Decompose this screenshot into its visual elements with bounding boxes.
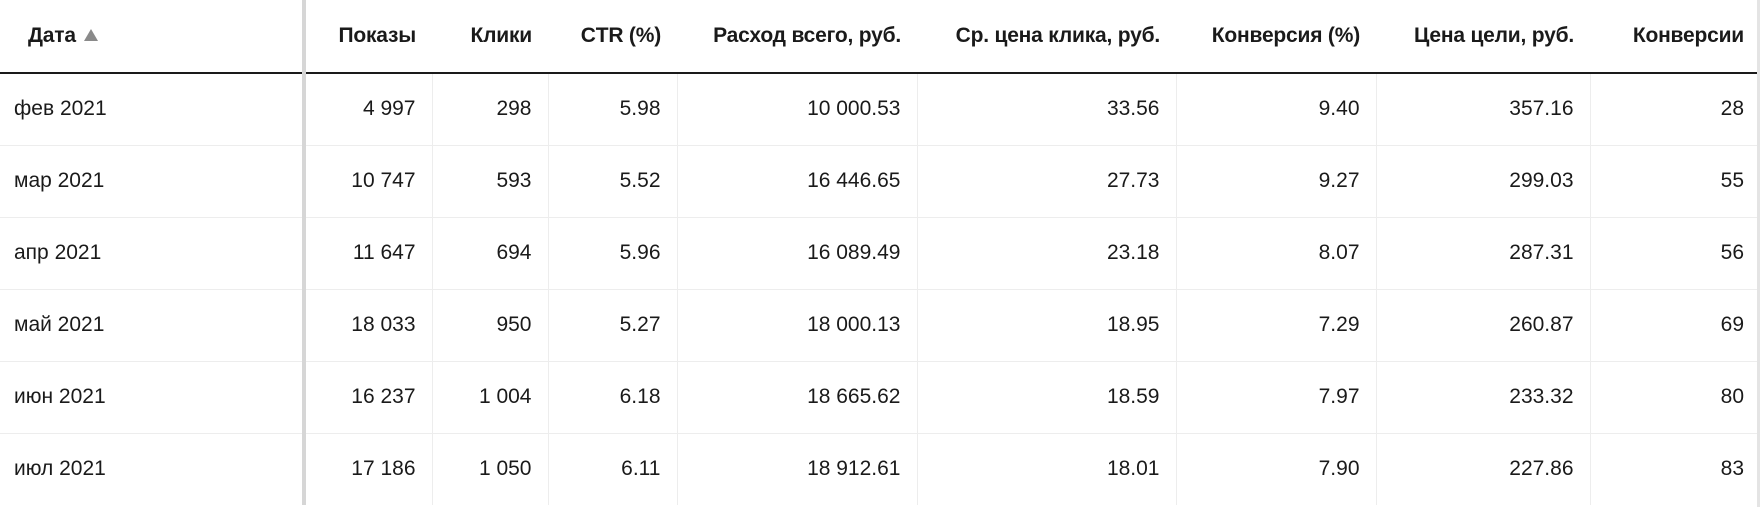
cell-date: май 2021 bbox=[0, 289, 306, 362]
cell-spend: 16 089.49 bbox=[676, 217, 917, 290]
cell-avg-cpc: 18.59 bbox=[916, 361, 1176, 434]
cell-impressions: 4 997 bbox=[303, 73, 432, 146]
table-row: май 2021 18 033 950 5.27 18 000.13 18.95… bbox=[0, 289, 1760, 362]
cell-ctr: 5.96 bbox=[547, 217, 677, 290]
cell-impressions: 11 647 bbox=[303, 217, 432, 290]
table-row: апр 2021 11 647 694 5.96 16 089.49 23.18… bbox=[0, 217, 1760, 290]
table-row: фев 2021 4 997 298 5.98 10 000.53 33.56 … bbox=[0, 73, 1760, 146]
cell-conversion-rate: 7.29 bbox=[1175, 289, 1376, 362]
cell-conversion-rate: 7.97 bbox=[1175, 361, 1376, 434]
cell-impressions: 16 237 bbox=[303, 361, 432, 434]
cell-cost-per-goal: 233.32 bbox=[1375, 361, 1590, 434]
cell-cost-per-goal: 287.31 bbox=[1375, 217, 1590, 290]
column-header-label: Дата bbox=[28, 24, 76, 47]
cell-conversion-rate: 7.90 bbox=[1175, 433, 1376, 505]
cell-cost-per-goal: 227.86 bbox=[1375, 433, 1590, 505]
column-header-conversion-rate[interactable]: Конверсия (%) bbox=[1176, 0, 1376, 74]
table-row: июл 2021 17 186 1 050 6.11 18 912.61 18.… bbox=[0, 433, 1760, 505]
cell-clicks: 950 bbox=[431, 289, 548, 362]
cell-cost-per-goal: 260.87 bbox=[1375, 289, 1590, 362]
cell-conversion-rate: 9.40 bbox=[1175, 73, 1376, 146]
cell-cost-per-goal: 357.16 bbox=[1375, 73, 1590, 146]
cell-spend: 18 912.61 bbox=[676, 433, 917, 505]
cell-conversion-rate: 9.27 bbox=[1175, 145, 1376, 218]
column-header-date[interactable]: Дата bbox=[0, 0, 306, 74]
cell-conversions: 83 bbox=[1589, 433, 1760, 505]
cell-date: мар 2021 bbox=[0, 145, 306, 218]
column-header-spend[interactable]: Расход всего, руб. bbox=[677, 0, 917, 74]
sort-ascending-icon[interactable] bbox=[83, 29, 98, 41]
column-header-ctr[interactable]: CTR (%) bbox=[548, 0, 677, 74]
column-header-impressions[interactable]: Показы bbox=[304, 0, 432, 74]
cell-ctr: 5.27 bbox=[547, 289, 677, 362]
cell-clicks: 694 bbox=[431, 217, 548, 290]
cell-ctr: 5.52 bbox=[547, 145, 677, 218]
table-row: мар 2021 10 747 593 5.52 16 446.65 27.73… bbox=[0, 145, 1760, 218]
cell-ctr: 5.98 bbox=[547, 73, 677, 146]
cell-impressions: 10 747 bbox=[303, 145, 432, 218]
cell-date: апр 2021 bbox=[0, 217, 306, 290]
cell-avg-cpc: 23.18 bbox=[916, 217, 1176, 290]
cell-date: июл 2021 bbox=[0, 433, 306, 505]
cell-ctr: 6.11 bbox=[547, 433, 677, 505]
header-row: Дата Показы Клики CTR (%) Расход всего, … bbox=[0, 0, 1760, 74]
column-header-clicks[interactable]: Клики bbox=[432, 0, 548, 74]
table-header: Дата Показы Клики CTR (%) Расход всего, … bbox=[0, 0, 1760, 74]
cell-clicks: 1 050 bbox=[431, 433, 548, 505]
cell-conversions: 55 bbox=[1589, 145, 1760, 218]
cell-impressions: 18 033 bbox=[303, 289, 432, 362]
cell-conversion-rate: 8.07 bbox=[1175, 217, 1376, 290]
cell-conversions: 28 bbox=[1589, 73, 1760, 146]
cell-spend: 16 446.65 bbox=[676, 145, 917, 218]
table-row: июн 2021 16 237 1 004 6.18 18 665.62 18.… bbox=[0, 361, 1760, 434]
cell-avg-cpc: 18.95 bbox=[916, 289, 1176, 362]
cell-spend: 18 000.13 bbox=[676, 289, 917, 362]
cell-ctr: 6.18 bbox=[547, 361, 677, 434]
column-header-avg-cpc[interactable]: Ср. цена клика, руб. bbox=[917, 0, 1176, 74]
cell-date: фев 2021 bbox=[0, 73, 306, 146]
cell-conversions: 69 bbox=[1589, 289, 1760, 362]
cell-clicks: 298 bbox=[431, 73, 548, 146]
cell-avg-cpc: 18.01 bbox=[916, 433, 1176, 505]
cell-spend: 10 000.53 bbox=[676, 73, 917, 146]
cell-avg-cpc: 27.73 bbox=[916, 145, 1176, 218]
cell-conversions: 80 bbox=[1589, 361, 1760, 434]
cell-impressions: 17 186 bbox=[303, 433, 432, 505]
cell-clicks: 1 004 bbox=[431, 361, 548, 434]
cell-conversions: 56 bbox=[1589, 217, 1760, 290]
column-header-conversions[interactable]: Конверсии bbox=[1590, 0, 1760, 74]
column-header-cost-per-goal[interactable]: Цена цели, руб. bbox=[1376, 0, 1590, 74]
cell-clicks: 593 bbox=[431, 145, 548, 218]
cell-spend: 18 665.62 bbox=[676, 361, 917, 434]
cell-avg-cpc: 33.56 bbox=[916, 73, 1176, 146]
table-right-edge bbox=[1757, 0, 1760, 507]
table-body: фев 2021 4 997 298 5.98 10 000.53 33.56 … bbox=[0, 73, 1760, 505]
cell-date: июн 2021 bbox=[0, 361, 306, 434]
cell-cost-per-goal: 299.03 bbox=[1375, 145, 1590, 218]
